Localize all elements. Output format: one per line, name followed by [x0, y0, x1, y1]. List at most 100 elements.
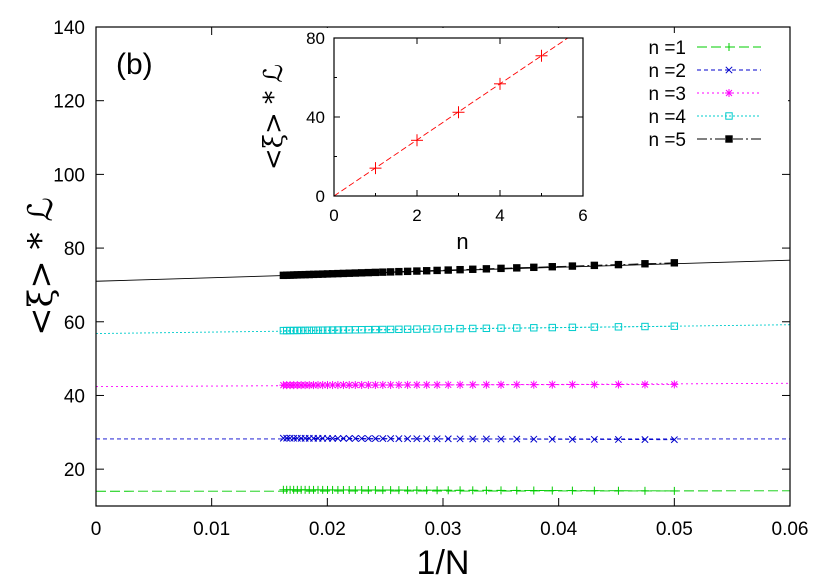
data-point-n3	[444, 380, 453, 389]
legend-marker-n4	[725, 112, 733, 120]
data-point-n2	[670, 436, 678, 444]
data-point-n2	[641, 436, 649, 444]
data-point-n1	[590, 486, 599, 495]
data-point-n3	[371, 380, 380, 389]
data-point-n4	[301, 326, 309, 335]
data-point-n5	[371, 268, 380, 277]
data-point-n2	[345, 434, 353, 443]
data-point-n4	[590, 323, 599, 331]
data-point-n5	[530, 263, 538, 272]
data-point-n5	[469, 265, 477, 273]
inset-fit-line	[333, 37, 569, 197]
data-point-n1	[670, 486, 679, 495]
data-point-n1	[403, 486, 412, 495]
legend-marker-n1	[725, 43, 733, 51]
data-point-n3	[433, 380, 442, 389]
inset-tick-labels: 0 2 4 6 0 40 80	[306, 29, 588, 225]
legend-label-n1: n =1	[648, 38, 686, 59]
data-point-n1	[512, 486, 521, 495]
data-point-n4	[334, 326, 342, 334]
data-point-n5	[422, 267, 431, 275]
legend-label-n5: n =5	[648, 130, 686, 151]
data-point-n1	[444, 486, 453, 495]
data-point-n2	[497, 435, 505, 443]
data-point-n4	[305, 326, 313, 335]
data-point-n5	[279, 271, 288, 280]
data-point-n4	[323, 326, 332, 334]
data-point-n3	[394, 380, 403, 389]
data-point-n2	[371, 434, 379, 443]
x-tick-label: 0.03	[425, 519, 462, 540]
data-point-n1	[394, 486, 403, 495]
data-point-n4	[670, 322, 679, 330]
data-point-n2	[283, 434, 291, 442]
inset-y-tick-label: 0	[316, 187, 325, 206]
data-point-n5	[351, 269, 359, 277]
inset-x-tick-label: 2	[412, 206, 421, 225]
data-point-n5	[568, 262, 577, 270]
data-point-n5	[403, 267, 412, 276]
data-point-n4	[568, 323, 577, 332]
data-point-n1	[482, 486, 491, 495]
data-point-n1	[468, 486, 477, 495]
inset-data-point	[494, 77, 506, 90]
data-point-n2	[423, 435, 431, 443]
data-point-n2	[444, 435, 452, 443]
data-point-n1	[433, 486, 442, 495]
data-point-n4	[371, 325, 380, 334]
data-point-n3	[364, 380, 373, 389]
data-point-n5	[386, 268, 395, 276]
data-point-n3	[548, 380, 557, 389]
data-point-n4	[403, 325, 412, 333]
data-point-n4	[444, 325, 452, 333]
data-point-n5	[364, 268, 373, 277]
data-point-n5	[433, 266, 441, 275]
data-point-n2	[279, 434, 287, 442]
data-point-n4	[395, 325, 403, 334]
y-tick-label: 80	[64, 239, 85, 260]
data-point-n1	[529, 486, 538, 495]
data-point-n4	[386, 325, 395, 334]
data-point-n3	[512, 380, 521, 389]
data-point-n4	[339, 326, 348, 334]
data-point-n5	[641, 260, 649, 268]
data-point-n4	[513, 324, 521, 332]
data-point-n2	[364, 434, 372, 443]
data-point-n1	[371, 486, 380, 495]
data-point-n3	[568, 380, 577, 389]
data-point-n3	[422, 380, 431, 389]
data-point-n3	[482, 380, 491, 389]
fit-line-n3	[95, 382, 791, 388]
data-point-n4	[297, 326, 305, 335]
data-point-n4	[379, 325, 387, 334]
data-point-n3	[529, 380, 538, 389]
data-point-n2	[413, 435, 421, 443]
data-point-n3	[468, 380, 477, 389]
data-point-n2	[387, 435, 395, 443]
inset-data-point	[369, 162, 382, 175]
inset-y-axis-label: <ξ> * ℒ	[259, 64, 289, 170]
data-point-n3	[403, 380, 412, 389]
data-point-n2	[433, 435, 441, 443]
data-point-n4	[422, 325, 431, 333]
data-point-n2	[590, 435, 598, 443]
data-point-n5	[379, 268, 387, 276]
data-point-n3	[614, 380, 623, 389]
data-point-n2	[404, 435, 412, 443]
data-point-n1	[456, 486, 465, 495]
x-tick-label: 0	[91, 519, 102, 540]
data-line-n2	[283, 437, 675, 441]
main-markers	[279, 259, 679, 495]
data-point-n5	[444, 266, 452, 274]
inset-axis-ticks	[333, 37, 584, 197]
inset-data-point	[411, 134, 423, 147]
data-point-n2	[614, 435, 622, 444]
data-point-n5	[456, 265, 464, 274]
legend: n =1n =2n =3n =4n =5	[622, 33, 788, 155]
main-tick-labels: 0 0.01 0.02 0.03 0.04 0.05 0.06204060801001201…	[53, 18, 808, 540]
y-axis-label: <ξ> * ℒ	[21, 197, 61, 336]
inset-plot: 0 2 4 6 0 40 80 n <ξ> * ℒ	[230, 28, 590, 256]
data-point-n2	[482, 435, 490, 443]
inset-x-axis-label: n	[456, 229, 468, 254]
data-point-n2	[358, 434, 366, 443]
